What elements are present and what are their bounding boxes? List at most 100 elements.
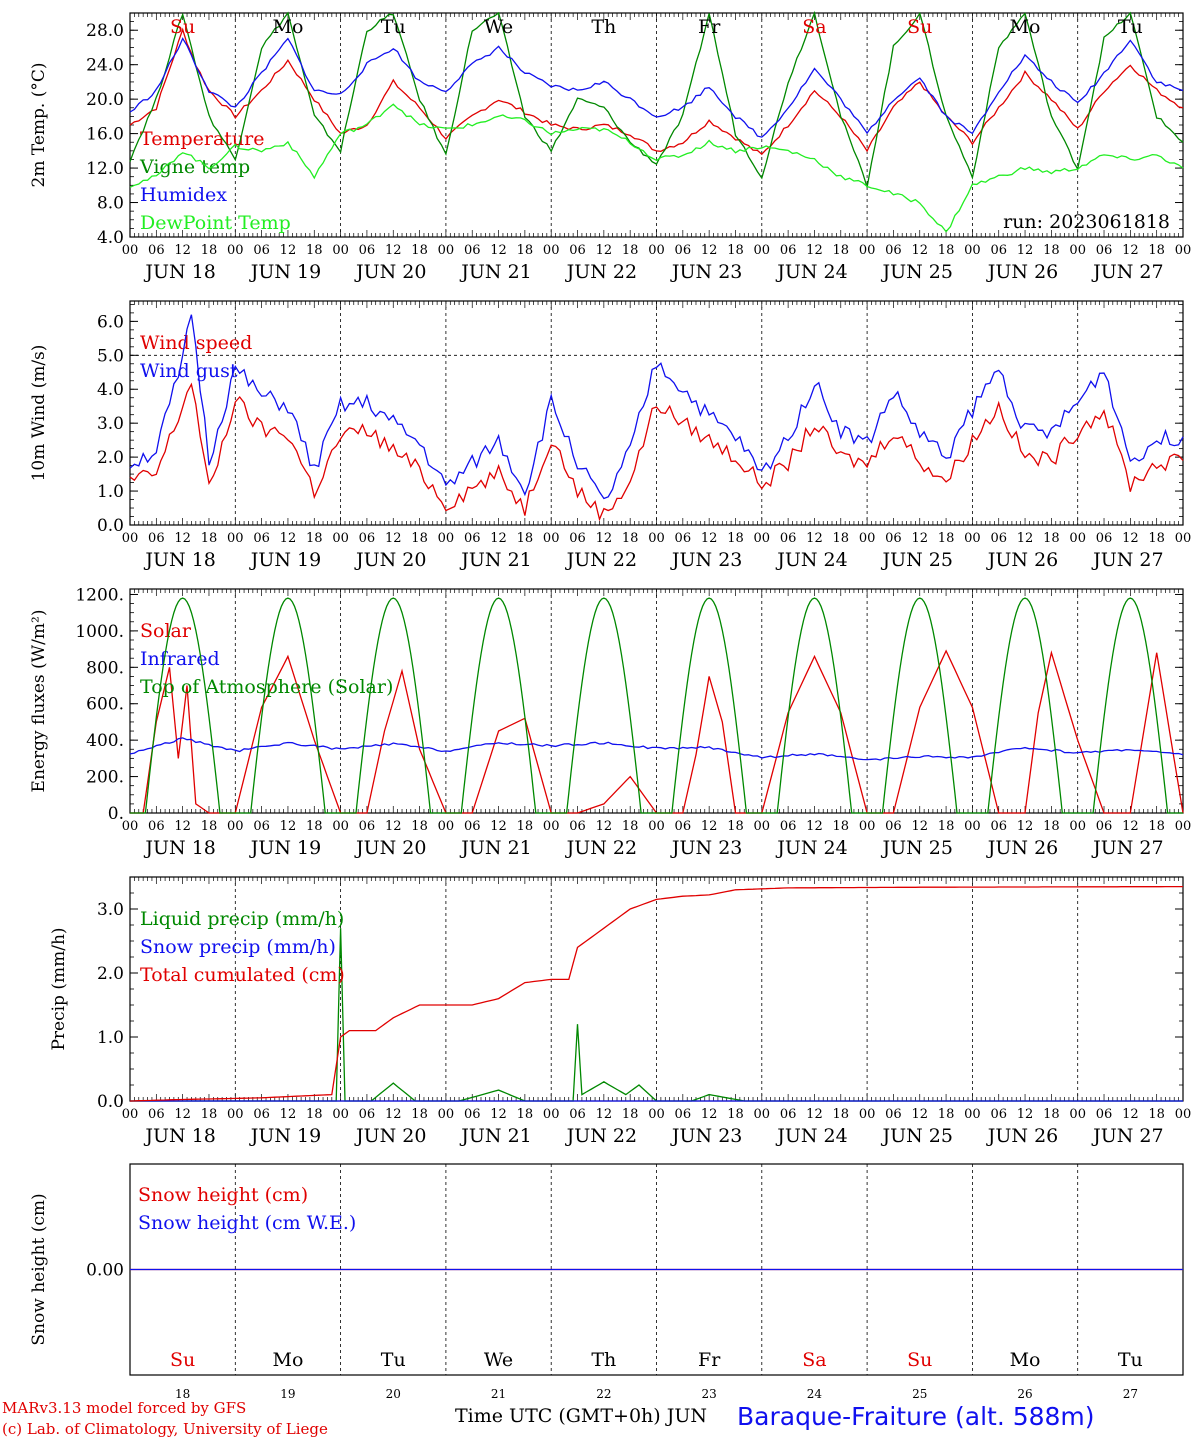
panel-1-ytick-label: 28.0	[86, 21, 124, 41]
panel-3-hour-label: 06	[148, 819, 165, 834]
panel-4-day-label: JUN 19	[249, 1125, 321, 1147]
panel-3-hour-label: 00	[227, 819, 244, 834]
panel-2-hour-label: 12	[490, 531, 507, 546]
panel-4-hour-label: 12	[280, 1107, 297, 1122]
panel-2-hour-label: 18	[727, 531, 744, 546]
panel-1-hour-label: 12	[701, 243, 718, 258]
panel-2-day-label: JUN 25	[881, 549, 953, 571]
panel-2-series-2-line	[129, 314, 1184, 500]
panel-5-ylabel: Snow height (cm)	[29, 1193, 49, 1345]
panel-3-series-2-line	[129, 737, 1184, 761]
panel-3-hour-label: 18	[938, 819, 955, 834]
panel-1-hour-label: 18	[938, 243, 955, 258]
panel-1-hour-label: 06	[148, 243, 165, 258]
panel-3-hour-label: 06	[569, 819, 586, 834]
panel-1-hour-label: 12	[280, 243, 297, 258]
panel-3-series-3-line	[130, 597, 1183, 814]
panel-1-hour-label: 06	[1096, 243, 1113, 258]
weekday-bottom-label: We	[484, 1349, 513, 1371]
panel-3-series-3-legend: Top of Atmosphere (Solar)	[140, 676, 393, 698]
panel-1-hour-label: 18	[1043, 243, 1060, 258]
panel-2-hour-label: 00	[964, 531, 981, 546]
panel-2-ytick-label: 6.0	[97, 312, 124, 332]
panel-3-hour-label: 00	[754, 819, 771, 834]
panel-2-hour-label: 00	[543, 531, 560, 546]
panel-1-series-3-line	[129, 37, 1184, 138]
panel-1-hour-label: 00	[648, 243, 665, 258]
panel-3-day-label: JUN 25	[881, 837, 953, 859]
panel-2-day-label: JUN 22	[565, 549, 637, 571]
weekday-top-label: Su	[907, 16, 932, 38]
panel-1-hour-label: 12	[806, 243, 823, 258]
panel-3-hour-label: 06	[675, 819, 692, 834]
panel-3-hour-label: 18	[1043, 819, 1060, 834]
panel-4-hour-label: 00	[648, 1107, 665, 1122]
panel-2-hour-label: 18	[1148, 531, 1165, 546]
panel-1-day-label: JUN 21	[459, 261, 531, 283]
panel-5-series-1-legend: Snow height (cm)	[138, 1184, 308, 1206]
weekday-top-label: Fr	[698, 16, 721, 38]
panel-2-hour-label: 06	[148, 531, 165, 546]
panel-1-series-4-line	[129, 103, 1184, 233]
panel-4-hour-label: 00	[1069, 1107, 1086, 1122]
panel-2-ytick-label: 1.0	[97, 482, 124, 502]
panel-4-hour-label: 00	[543, 1107, 560, 1122]
panel-3-hour-label: 06	[1096, 819, 1113, 834]
panel-4-hour-label: 12	[174, 1107, 191, 1122]
panel-2-hour-label: 18	[517, 531, 534, 546]
panel-2-hour-label: 00	[1175, 531, 1192, 546]
panel-3-hour-label: 12	[490, 819, 507, 834]
panel-3-ytick-label: 200.	[86, 768, 124, 788]
panel-1-day-label: JUN 19	[249, 261, 321, 283]
weekday-bottom-label: Th	[591, 1349, 616, 1371]
panel-4-hour-label: 12	[596, 1107, 613, 1122]
panel-4-hour-label: 18	[938, 1107, 955, 1122]
panel-4-ytick-label: 3.0	[97, 900, 124, 920]
weekday-top-label: Mo	[1010, 16, 1041, 38]
weekday-bottom-label: Su	[907, 1349, 932, 1371]
panel-4-day-label: JUN 18	[143, 1125, 215, 1147]
panel-4-hour-label: 18	[306, 1107, 323, 1122]
weekday-top-label: Mo	[272, 16, 303, 38]
panel-2-series-1-legend: Wind speed	[140, 332, 252, 354]
panel-2-hour-label: 00	[122, 531, 139, 546]
panel-2-hour-label: 00	[648, 531, 665, 546]
panel-4-hour-label: 00	[438, 1107, 455, 1122]
panel-3-hour-label: 00	[332, 819, 349, 834]
panel-4-hour-label: 06	[148, 1107, 165, 1122]
panel-3-frame	[129, 588, 1184, 814]
panel-1-day-label: JUN 20	[354, 261, 426, 283]
panel-3-hour-label: 00	[859, 819, 876, 834]
panel-1-series-2-line	[129, 10, 1184, 188]
weekday-bottom-label: Tu	[1118, 1349, 1143, 1371]
panel-1-ytick-label: 12.0	[86, 159, 124, 179]
panel-3-hour-label: 12	[701, 819, 718, 834]
panel-1-ytick-label: 24.0	[86, 56, 124, 76]
panel-3-day-label: JUN 21	[459, 837, 531, 859]
panel-3-hour-label: 00	[964, 819, 981, 834]
panel-4-hour-label: 12	[1017, 1107, 1034, 1122]
panel-1-hour-label: 12	[1017, 243, 1034, 258]
panel-3-hour-label: 12	[174, 819, 191, 834]
panel-2-hour-label: 18	[306, 531, 323, 546]
panel-4-hour-label: 06	[1096, 1107, 1113, 1122]
panel-3-hour-label: 18	[306, 819, 323, 834]
panel-4-hour-label: 18	[517, 1107, 534, 1122]
panel-4-day-label: JUN 27	[1091, 1125, 1163, 1147]
weekday-top-label: We	[484, 16, 513, 38]
panel-4-day-label: JUN 22	[565, 1125, 637, 1147]
panel-3-series-2-legend: Infrared	[140, 648, 220, 670]
panel-1-day-label: JUN 24	[775, 261, 847, 283]
panel-4-hour-label: 18	[622, 1107, 639, 1122]
panel-2-hour-label: 06	[464, 531, 481, 546]
panel-1-hour-label: 18	[727, 243, 744, 258]
panel-2-day-label: JUN 20	[354, 549, 426, 571]
panel-3-hour-label: 18	[622, 819, 639, 834]
panel-2-hour-label: 06	[253, 531, 270, 546]
panel-4-hour-label: 12	[490, 1107, 507, 1122]
panel-1-day-label: JUN 25	[881, 261, 953, 283]
panel-2-day-label: JUN 18	[143, 549, 215, 571]
panel-4-series-3-legend: Total cumulated (cm)	[140, 964, 345, 986]
panel-3-hour-label: 12	[385, 819, 402, 834]
panel-3-ytick-label: 1000.	[75, 622, 124, 642]
